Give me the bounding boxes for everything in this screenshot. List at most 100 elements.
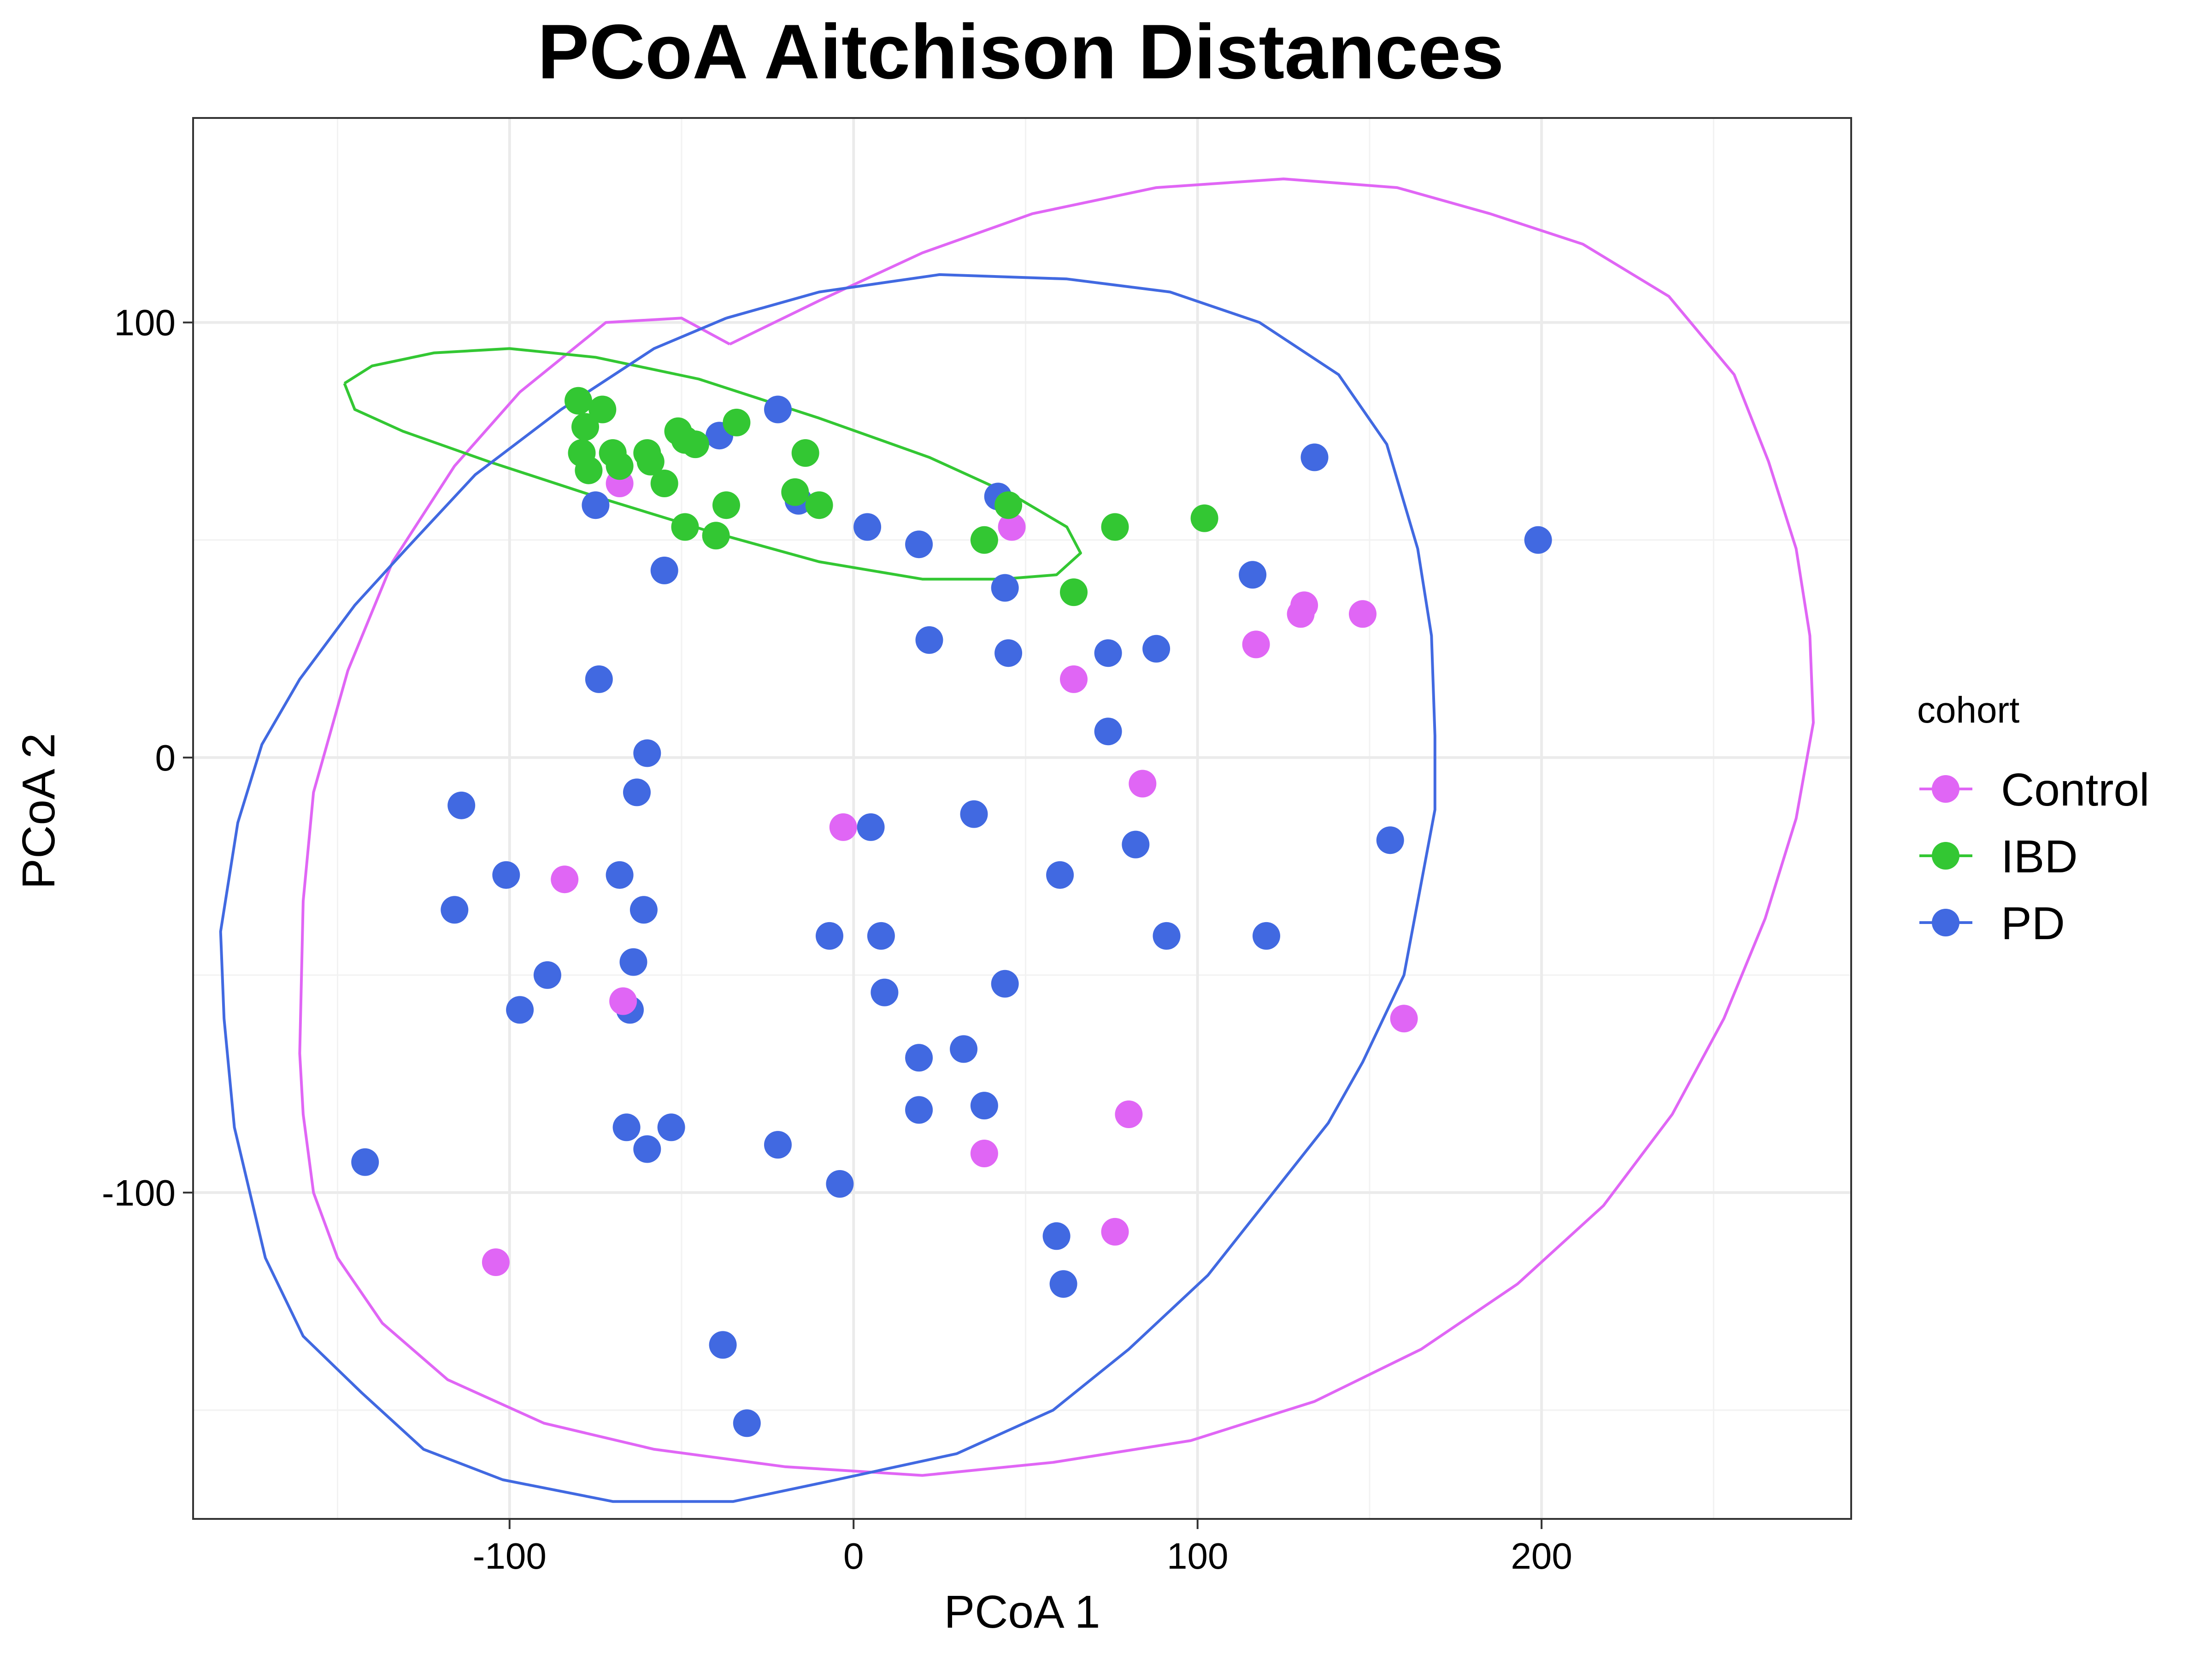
ibd-point	[565, 387, 592, 415]
confidence-ellipses	[219, 177, 1815, 1503]
legend-label: IBD	[2001, 831, 2078, 882]
x-tick-label: -100	[473, 1535, 547, 1577]
plot-background	[193, 118, 1851, 1519]
pd-point	[582, 491, 610, 519]
pd-point	[1094, 718, 1122, 746]
ibd-point	[650, 470, 678, 497]
ibd-point	[636, 447, 665, 476]
pd-point	[816, 922, 843, 950]
pd-point	[970, 1092, 998, 1120]
pd-point	[633, 1135, 661, 1163]
pd-point	[960, 800, 988, 828]
legend-key-point	[1932, 909, 1959, 936]
pd-point	[585, 665, 613, 693]
pd-point	[1142, 635, 1171, 663]
pd-point	[915, 626, 943, 654]
x-tick-label: 100	[1167, 1535, 1228, 1577]
pd-point	[733, 1409, 761, 1437]
pd-point	[1300, 443, 1329, 471]
pd-point	[764, 1131, 792, 1159]
control-point	[1101, 1218, 1129, 1246]
y-tick-label: 100	[114, 302, 176, 343]
control-point	[829, 813, 857, 841]
control-point	[1115, 1100, 1143, 1128]
pd-point	[1042, 1222, 1071, 1250]
ibd-point	[805, 491, 833, 519]
pd-point	[612, 1113, 641, 1141]
pd-point	[619, 948, 647, 976]
axes: -100 0 100 200 -100 0 100	[102, 302, 1572, 1577]
ibd-point	[671, 513, 699, 541]
gridlines	[193, 118, 1851, 1519]
pd-point	[506, 996, 534, 1024]
pd-point	[857, 813, 885, 841]
control-point	[482, 1248, 510, 1276]
control-point	[1242, 630, 1270, 659]
control-point	[609, 987, 637, 1015]
ibd-point	[606, 452, 634, 480]
data-points	[351, 387, 1552, 1437]
pd-point	[905, 1044, 933, 1072]
ibd-point	[791, 439, 819, 467]
control-point	[998, 513, 1026, 541]
pd-point	[606, 861, 634, 889]
ibd-point	[571, 413, 599, 441]
pd-point	[905, 1096, 933, 1124]
y-tick-label: -100	[102, 1172, 176, 1213]
plot-border	[192, 117, 1852, 1520]
pd-point	[991, 574, 1019, 602]
ibd-point	[712, 491, 740, 519]
chart-title: PCoA Aitchison Distances	[537, 8, 1504, 95]
legend: cohort Control IBD PD	[1917, 689, 2149, 949]
pd-ellipse	[219, 273, 1436, 1503]
legend-key-point	[1932, 775, 1959, 803]
pd-point	[533, 961, 561, 989]
ibd-point	[588, 395, 617, 424]
plot-panel	[192, 117, 1852, 1520]
ibd-point	[781, 478, 809, 506]
ibd-point	[1190, 504, 1218, 532]
pd-point	[1524, 526, 1552, 554]
pd-point	[1239, 561, 1267, 589]
control-point	[551, 865, 579, 894]
legend-item-control: Control	[1919, 764, 2149, 816]
ibd-point	[575, 456, 603, 484]
pd-point	[657, 1113, 685, 1141]
ibd-point	[994, 491, 1023, 519]
legend-title: cohort	[1917, 689, 2019, 730]
ibd-ellipse	[343, 347, 1082, 581]
x-tick-label: 200	[1511, 1535, 1572, 1577]
pd-point	[447, 791, 476, 819]
x-tick-label: 0	[843, 1535, 864, 1577]
pd-point	[764, 395, 792, 424]
pd-point	[441, 896, 469, 924]
y-axis-title: PCoA 2	[13, 733, 65, 889]
ibd-point	[702, 522, 730, 550]
pd-point	[1376, 826, 1404, 854]
pd-point	[1153, 922, 1181, 950]
legend-label: Control	[2001, 764, 2149, 816]
pd-point	[826, 1170, 854, 1198]
control-point	[1129, 770, 1157, 798]
pd-point	[1094, 639, 1122, 667]
pd-point	[650, 556, 678, 584]
pd-point	[351, 1148, 379, 1176]
x-axis-title: PCoA 1	[944, 1586, 1100, 1638]
pd-point	[629, 896, 658, 924]
control-point	[1290, 591, 1318, 619]
pd-point	[1122, 830, 1150, 859]
pd-point	[867, 922, 895, 950]
legend-label: PD	[2001, 898, 2065, 949]
ibd-point	[723, 408, 751, 436]
pd-point	[633, 739, 661, 767]
y-tick-label: 0	[155, 737, 176, 778]
pd-point	[991, 970, 1019, 998]
pd-point	[994, 639, 1023, 667]
pd-point	[905, 530, 933, 559]
control-point	[1349, 600, 1377, 628]
pd-point	[1049, 1270, 1077, 1298]
legend-key-point	[1932, 842, 1959, 870]
pd-point	[709, 1331, 737, 1359]
pd-point	[623, 778, 651, 806]
